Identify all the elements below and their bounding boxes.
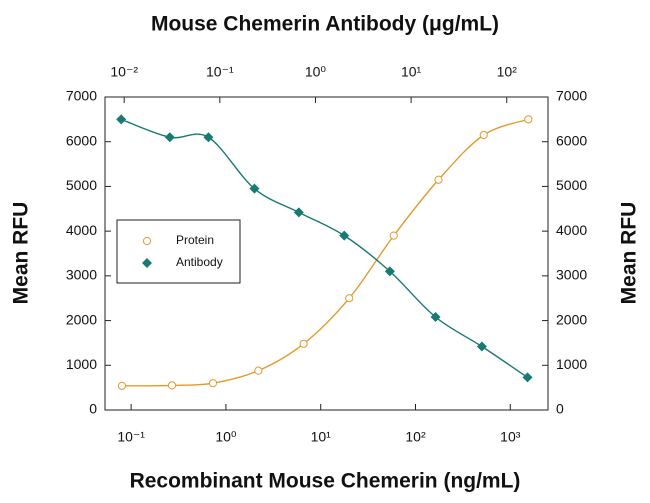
data-point [430, 311, 441, 322]
data-point [476, 341, 487, 352]
y2-tick-label: 6000 [556, 132, 587, 148]
plot-frame [104, 96, 549, 411]
x-tick-label: 10⁰ [215, 429, 237, 445]
x-tick-label: 10³ [500, 429, 521, 445]
data-point [345, 294, 354, 303]
y2-tick-label: 3000 [556, 267, 587, 283]
y-tick-label: 1000 [66, 356, 97, 372]
fit-line [121, 118, 529, 387]
x-tick-label: 10² [405, 429, 426, 445]
y2-tick-label: 2000 [556, 311, 587, 327]
data-point [167, 381, 177, 390]
data-point [524, 115, 533, 124]
legend-box [116, 219, 241, 284]
x2-tick-label: 10² [497, 64, 518, 80]
legend-marker [142, 258, 152, 268]
y-tick-label: 3000 [66, 267, 97, 283]
x-tick-label: 10⁻¹ [117, 429, 145, 445]
y-tick-label: 7000 [66, 88, 97, 104]
data-point [479, 130, 488, 140]
data-point [249, 183, 260, 194]
x2-tick-label: 10⁰ [305, 64, 327, 80]
fit-line [120, 118, 528, 378]
legend-label: Antibody [176, 255, 223, 269]
y-tick-label: 4000 [66, 222, 97, 238]
y-axis-title: Mean RFU [10, 202, 33, 305]
legend-marker [142, 236, 152, 246]
y-tick-label: 0 [89, 401, 97, 417]
x2-tick-label: 10⁻² [110, 64, 138, 80]
data-point [117, 381, 127, 390]
x-axis-title: Recombinant Mouse Chemerin (ng/mL) [130, 470, 521, 493]
y2-tick-label: 0 [556, 401, 564, 417]
y2-tick-label: 4000 [556, 222, 587, 238]
x-tick-label: 10¹ [311, 429, 332, 445]
data-point [339, 230, 350, 241]
data-point [208, 379, 218, 388]
data-point [254, 366, 263, 375]
data-point [389, 231, 398, 240]
data-point [116, 114, 127, 125]
data-point [203, 132, 214, 143]
data-point [293, 207, 304, 218]
x2-tick-label: 10⁻¹ [206, 64, 234, 80]
data-point [299, 339, 308, 348]
y-tick-label: 5000 [66, 177, 97, 193]
y2-axis-title: Mean RFU [618, 202, 641, 305]
y2-tick-label: 1000 [556, 356, 587, 372]
x2-tick-label: 10¹ [401, 64, 422, 80]
y2-tick-label: 5000 [556, 177, 587, 193]
data-point [164, 132, 175, 143]
chart-title: Mouse Chemerin Antibody (μg/mL) [151, 13, 499, 36]
data-point [384, 266, 395, 277]
y-tick-label: 2000 [66, 311, 97, 327]
data-point [434, 175, 443, 184]
y2-tick-label: 7000 [556, 88, 587, 104]
y-tick-label: 6000 [66, 132, 97, 148]
legend-label: Protein [176, 233, 214, 247]
data-point [522, 372, 533, 383]
